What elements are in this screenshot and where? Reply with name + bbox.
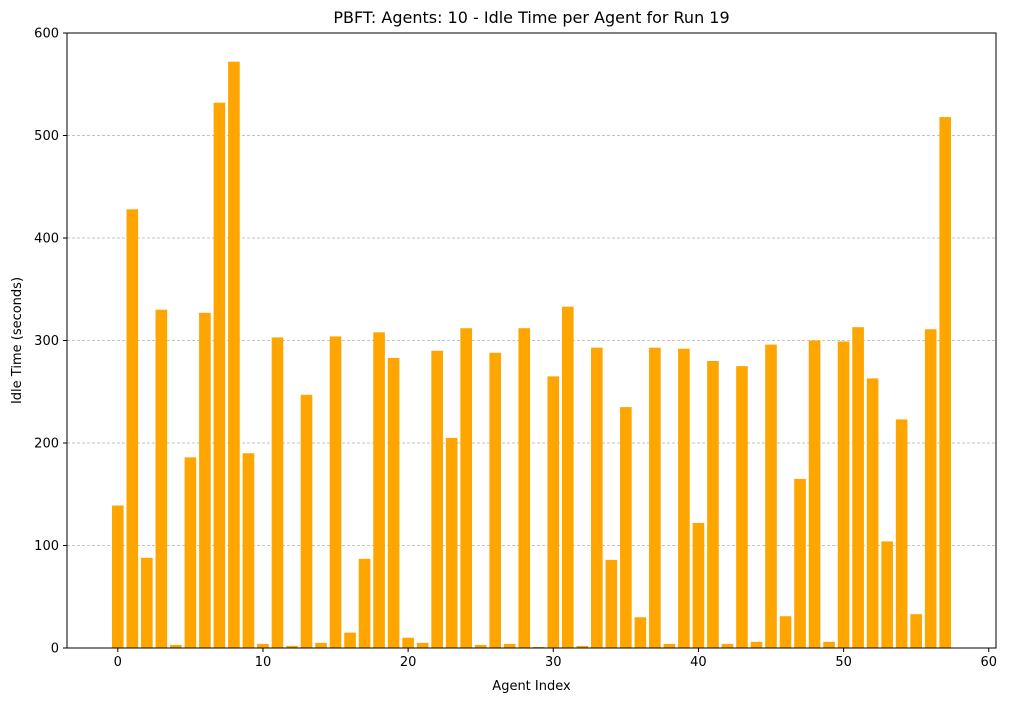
- bar: [939, 117, 952, 649]
- bar: [213, 102, 226, 648]
- bar: [460, 328, 472, 648]
- bar: [736, 366, 748, 648]
- bar: [591, 347, 603, 648]
- bar: [823, 641, 835, 648]
- x-axis-label: Agent Index: [492, 679, 571, 694]
- bar: [170, 644, 182, 648]
- y-tick-label: 300: [34, 334, 59, 349]
- bar: [387, 357, 400, 648]
- bar: [489, 352, 502, 648]
- bar: [808, 340, 821, 648]
- y-tick-label: 400: [34, 232, 59, 247]
- x-tick-label: 20: [400, 655, 417, 670]
- bar: [765, 344, 777, 648]
- bar: [300, 394, 313, 648]
- bar: [779, 616, 792, 648]
- bar: [344, 632, 356, 648]
- y-tick-label: 100: [34, 539, 59, 554]
- y-axis-ticks: 0 100 200 300 400 500 600: [34, 27, 67, 657]
- bar: [184, 457, 197, 648]
- y-tick-label: 0: [51, 642, 59, 657]
- bar: [445, 437, 458, 648]
- bar: [678, 348, 690, 648]
- y-tick-label: 200: [34, 437, 59, 452]
- x-tick-label: 30: [545, 655, 562, 670]
- bar: [649, 347, 661, 648]
- bar: [329, 336, 342, 648]
- x-tick-label: 10: [255, 655, 272, 670]
- x-tick-label: 0: [114, 655, 122, 670]
- bar: [663, 643, 676, 648]
- bar: [416, 642, 429, 648]
- x-tick-label: 60: [980, 655, 997, 670]
- bar: [895, 419, 908, 648]
- bar: [721, 643, 734, 648]
- bar: [634, 617, 647, 648]
- bar: [852, 327, 864, 648]
- bar: [503, 643, 516, 648]
- bar: [474, 644, 487, 648]
- bar: [242, 453, 255, 648]
- bar: [402, 637, 414, 648]
- bar: [837, 341, 850, 648]
- bar: [547, 376, 560, 648]
- bar: [605, 559, 618, 648]
- bar: [111, 505, 124, 648]
- bar: [750, 641, 763, 648]
- bar: [315, 642, 327, 648]
- bar: [286, 645, 298, 648]
- bar: [257, 643, 269, 648]
- bar: [620, 407, 632, 648]
- bar: [576, 645, 589, 648]
- bar: [271, 337, 284, 648]
- bar: [924, 329, 937, 648]
- bar: [358, 558, 371, 648]
- bar: [431, 350, 443, 648]
- bar: [518, 328, 531, 648]
- y-tick-label: 600: [34, 27, 59, 42]
- bar: [561, 306, 574, 648]
- bar: [707, 361, 719, 648]
- bar: [532, 646, 545, 648]
- chart-title: PBFT: Agents: 10 - Idle Time per Agent f…: [333, 8, 729, 27]
- bar: [141, 557, 153, 648]
- bar: [228, 61, 240, 648]
- bars: [111, 61, 952, 649]
- y-axis-label: Idle Time (seconds): [10, 277, 25, 404]
- bar: [881, 541, 893, 648]
- bar: [794, 478, 806, 648]
- bar: [692, 522, 705, 648]
- bar: [910, 614, 922, 648]
- bar: [155, 309, 168, 648]
- bar: [199, 312, 211, 648]
- x-tick-label: 50: [835, 655, 852, 670]
- x-axis-ticks: 0 10 20 30 40 50 60: [114, 648, 997, 670]
- y-tick-label: 500: [34, 129, 59, 144]
- bar: [126, 209, 139, 649]
- bar: [866, 378, 879, 648]
- x-tick-label: 40: [690, 655, 707, 670]
- bar: [373, 332, 385, 648]
